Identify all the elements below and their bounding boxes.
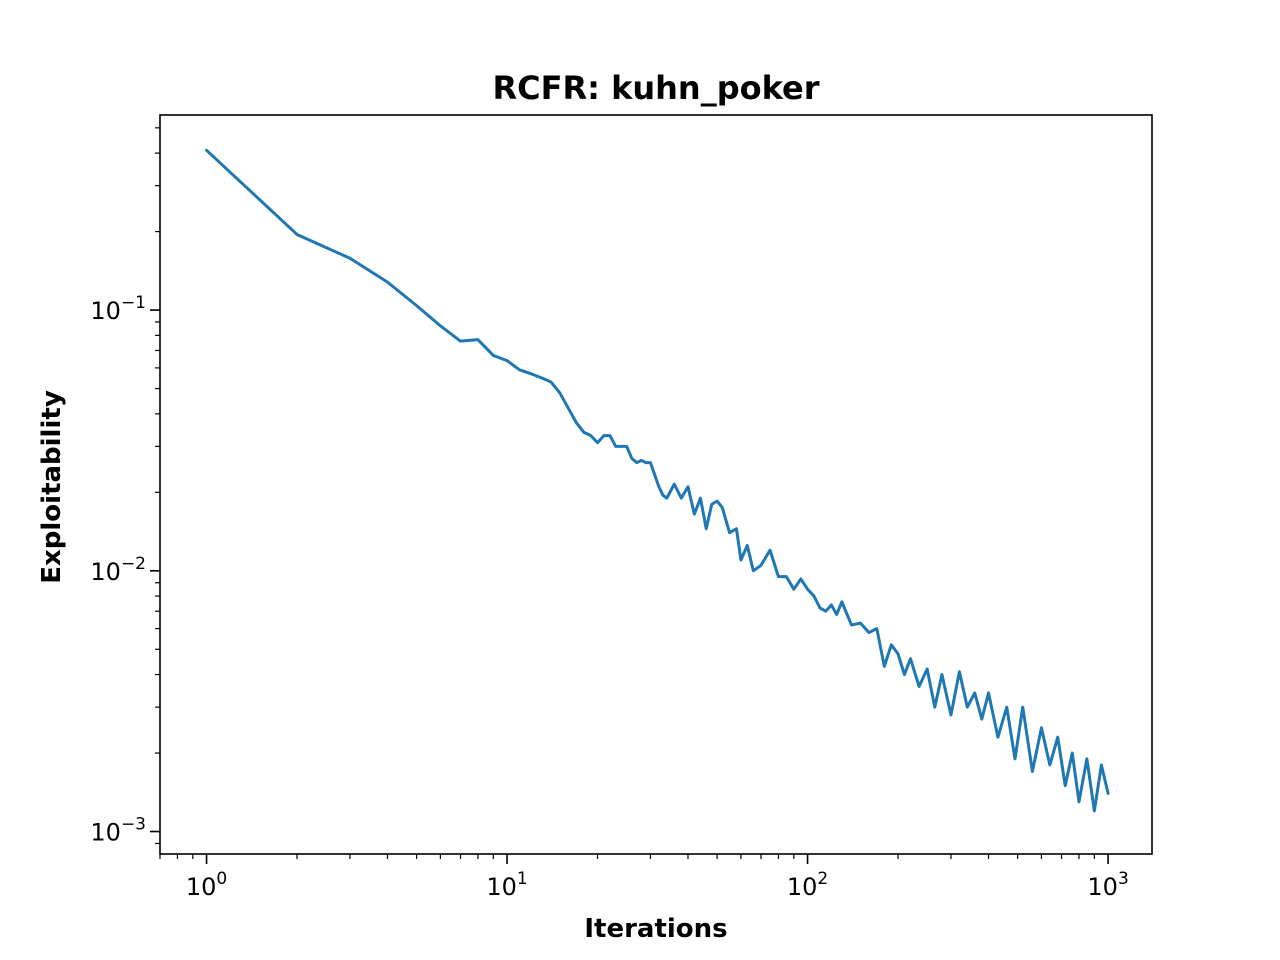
- chart-title: RCFR: kuhn_poker: [493, 69, 820, 107]
- x-tick-label: 102: [787, 869, 828, 901]
- x-tick-label: 101: [486, 869, 527, 901]
- x-ticks: 100 101 102 103: [186, 854, 1129, 901]
- y-ticks: 10−3 10−2 10−1: [90, 293, 160, 847]
- plot-area-frame: [159, 114, 1153, 855]
- y-minor-ticks: [155, 127, 160, 845]
- y-tick-label: 10−2: [90, 554, 146, 586]
- y-axis-label: Exploitability: [37, 390, 67, 584]
- x-tick-label: 100: [186, 869, 227, 901]
- y-tick-label: 10−3: [90, 815, 146, 847]
- x-tick-label: 103: [1087, 869, 1128, 901]
- x-axis-label: Iterations: [584, 914, 727, 944]
- y-tick-label: 10−1: [90, 293, 146, 325]
- x-minor-ticks: [159, 854, 1095, 859]
- series-line: [205, 148, 1110, 813]
